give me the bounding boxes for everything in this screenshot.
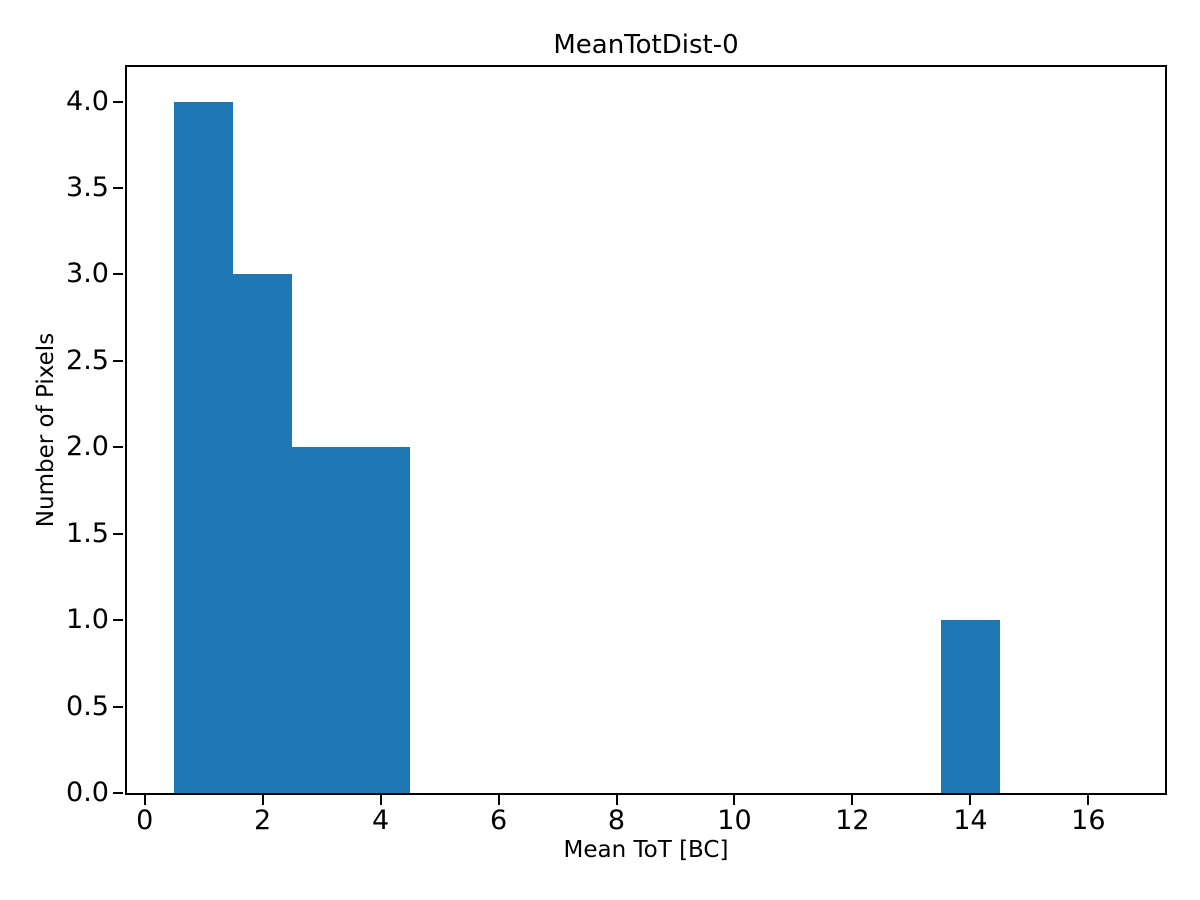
x-tick-label: 16 — [1071, 805, 1106, 836]
x-tick — [969, 795, 972, 805]
x-tick — [497, 795, 500, 805]
histogram-bar — [940, 620, 1000, 793]
x-tick-label: 0 — [136, 805, 154, 836]
plot-area — [125, 65, 1167, 795]
x-tick-label: 8 — [607, 805, 626, 836]
x-tick-label: 14 — [953, 805, 988, 836]
y-tick-label: 4.0 — [66, 85, 109, 117]
histogram-bar — [233, 274, 293, 793]
y-tick — [113, 705, 123, 708]
y-tick-label: 0.5 — [66, 690, 109, 722]
chart-title: MeanTotDist-0 — [553, 30, 739, 60]
x-tick-label: 2 — [254, 805, 272, 836]
y-tick-label: 1.5 — [66, 517, 109, 549]
y-tick — [113, 446, 123, 449]
x-tick-label: 12 — [835, 805, 870, 836]
x-tick — [733, 795, 736, 805]
x-tick-label: 10 — [717, 805, 752, 836]
y-tick — [113, 187, 123, 189]
x-tick-label: 4 — [372, 805, 390, 836]
x-tick-label: 6 — [489, 805, 508, 836]
y-tick-label: 3.5 — [66, 172, 109, 203]
histogram-bar — [174, 101, 234, 793]
x-tick — [379, 795, 382, 805]
y-tick — [113, 792, 123, 794]
histogram-bar — [292, 447, 352, 793]
x-tick — [615, 795, 618, 805]
x-tick — [1087, 795, 1090, 805]
y-tick-label: 0.0 — [66, 777, 109, 808]
y-tick — [113, 100, 123, 103]
x-axis-label: Mean ToT [BC] — [563, 837, 729, 863]
y-tick — [113, 619, 123, 622]
y-tick — [113, 532, 123, 535]
x-tick — [143, 795, 146, 805]
y-tick-label: 1.0 — [66, 604, 109, 636]
y-tick-label: 3.0 — [66, 258, 109, 290]
histogram-bar — [351, 447, 411, 793]
y-tick-label: 2.0 — [66, 431, 109, 463]
y-tick — [113, 273, 123, 276]
y-tick-label: 2.5 — [66, 344, 109, 376]
x-tick — [851, 795, 854, 805]
y-tick — [113, 359, 123, 362]
x-tick — [261, 795, 264, 805]
